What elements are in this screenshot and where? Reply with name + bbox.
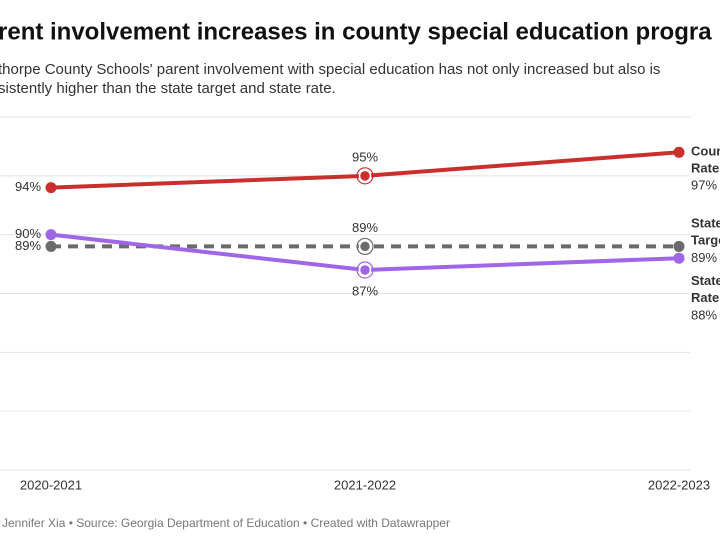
point-ring xyxy=(356,261,374,279)
point xyxy=(45,182,57,194)
point xyxy=(45,240,57,252)
point-ring xyxy=(356,237,374,256)
legend-label: StateTarget xyxy=(691,216,720,248)
value-label: 89% xyxy=(15,238,41,253)
value-label: 90% xyxy=(15,226,41,241)
point xyxy=(45,229,57,241)
point-ring xyxy=(356,167,374,185)
value-label: 87% xyxy=(352,283,378,298)
chart-subtitle: sistently higher than the state target a… xyxy=(0,80,336,97)
chart-title: rent involvement increases in county spe… xyxy=(0,18,712,45)
point xyxy=(673,252,685,264)
value-label: 95% xyxy=(352,149,378,164)
x-tick-label: 2022-2023 xyxy=(648,477,710,492)
value-label: 89% xyxy=(691,250,717,265)
chart-subtitle: thorpe County Schools' parent involvemen… xyxy=(0,61,660,78)
footer: Jennifer Xia • Source: Georgia Departmen… xyxy=(2,516,450,530)
point xyxy=(358,240,372,253)
legend-label: CountyRate xyxy=(691,144,720,176)
legend-label: State Rate xyxy=(691,274,720,306)
value-label: 89% xyxy=(352,220,378,235)
value-label: 94% xyxy=(15,179,41,194)
point xyxy=(673,146,685,158)
point xyxy=(673,240,685,252)
value-label: 88% xyxy=(691,308,717,323)
point xyxy=(358,169,372,183)
value-label: 97% xyxy=(691,178,717,193)
point xyxy=(358,263,372,277)
x-tick-label: 2021-2022 xyxy=(334,477,396,492)
x-tick-label: 2020-2021 xyxy=(20,477,82,492)
